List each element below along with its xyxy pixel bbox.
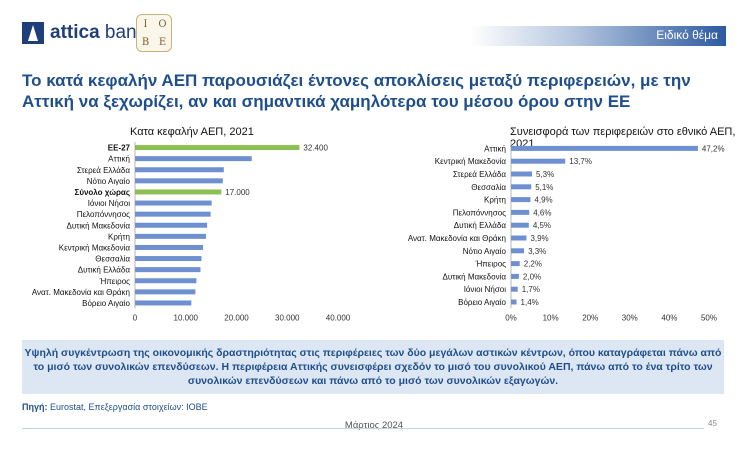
data-label: 17.000: [225, 188, 250, 197]
x-tick-label: 0: [133, 314, 138, 323]
x-tick-label: 30.000: [275, 314, 300, 323]
attica-bank-logo: attica bank: [22, 18, 146, 48]
data-label: 5,3%: [536, 170, 554, 179]
x-tick-label: 50%: [701, 313, 717, 322]
category-label: Δυτική Ελλάδα: [454, 221, 507, 230]
bar: [135, 256, 202, 262]
bar: [511, 197, 531, 203]
x-tick-label: 40.000: [326, 314, 351, 323]
x-tick-label: 20%: [582, 313, 598, 322]
category-label: Ανατ. Μακεδονία και Θράκη: [408, 234, 506, 243]
category-label: Δυτική Μακεδονία: [67, 221, 131, 230]
category-label: Πελοπόννησος: [77, 210, 130, 219]
data-label: 2,2%: [524, 260, 542, 269]
section-label: Ειδικό θέμα: [656, 28, 718, 42]
data-label: 1,4%: [521, 298, 539, 307]
category-label: Σύνολο χώρας: [75, 188, 130, 197]
x-tick-label: 10.000: [174, 314, 199, 323]
gdp-contribution-chart: Αττική 47,2% Κεντρική Μακεδονία 13,7% Στερεά…: [408, 142, 725, 322]
bar: [511, 184, 532, 190]
category-label: Στερεά Ελλάδα: [77, 166, 131, 175]
data-label: 47,2%: [702, 144, 725, 153]
category-label: Θεσσαλία: [471, 183, 506, 192]
data-label: 32.400: [303, 144, 328, 153]
bar: [135, 278, 197, 284]
x-tick-label: 40%: [661, 313, 677, 322]
bar: [135, 267, 201, 273]
category-label: Ήπειρος: [99, 277, 131, 286]
category-label: Δυτική Μακεδονία: [443, 272, 507, 281]
data-label: 4,6%: [533, 208, 551, 217]
bar: [135, 211, 211, 217]
bar: [511, 273, 519, 279]
footer-date: Μάρτιος 2024: [344, 420, 404, 431]
bar: [511, 235, 527, 241]
category-label: Νότιο Αιγαίο: [463, 247, 507, 256]
category-label: Κρήτη: [484, 196, 506, 205]
x-tick-label: 30%: [622, 313, 638, 322]
bar: [135, 200, 212, 206]
category-label: Κρήτη: [108, 232, 130, 241]
bar: [135, 178, 223, 184]
category-label: Ιόνιοι Νήσοι: [464, 285, 507, 294]
data-label: 3,3%: [528, 247, 546, 256]
bar: [511, 209, 530, 215]
bar: [135, 222, 208, 228]
category-label: Δυτική Ελλάδα: [78, 266, 131, 275]
bar: [511, 299, 517, 305]
category-label: Ήπειρος: [475, 260, 507, 269]
bar: [135, 233, 207, 239]
category-label: Κεντρική Μακεδονία: [59, 243, 131, 252]
category-label: Βόρειο Αιγαίο: [82, 299, 130, 308]
bar: [135, 300, 192, 306]
attica-bank-logo-icon: [22, 22, 44, 44]
data-label: 4,5%: [533, 221, 551, 230]
bar: [135, 244, 204, 250]
data-label: 5,1%: [535, 183, 553, 192]
bar: [511, 145, 698, 151]
category-label: Αττική: [108, 155, 130, 164]
x-tick-label: 20.000: [224, 314, 249, 323]
page-title: Το κατά κεφαλήν ΑΕΠ παρουσιάζει έντονες …: [22, 71, 691, 111]
bar: [511, 222, 529, 228]
summary-box: Υψηλή συγκέντρωση της οικονομικής δραστη…: [22, 340, 724, 394]
data-label: 1,7%: [522, 285, 540, 294]
footer-divider: [22, 428, 704, 429]
category-label: Θεσσαλία: [95, 255, 130, 264]
category-label: Βόρειο Αιγαίο: [458, 298, 506, 307]
data-label: 4,9%: [534, 196, 552, 205]
brand-name: attica bank: [50, 22, 147, 43]
bar: [511, 248, 525, 254]
data-label: 2,0%: [523, 272, 541, 281]
category-label: ΕΕ-27: [108, 144, 131, 153]
source-note: Πηγή: Eurostat, Επεξεργασία στοιχείων: Ι…: [22, 402, 208, 412]
data-label: 3,9%: [530, 234, 548, 243]
page-number: 45: [708, 419, 717, 428]
bar: [511, 171, 532, 177]
section-ribbon: Ειδικό θέμα: [470, 26, 726, 46]
category-label: Στερεά Ελλάδα: [453, 170, 507, 179]
category-label: Νότιο Αιγαίο: [87, 177, 131, 186]
chart1-title: Κατα κεφαλήν ΑΕΠ, 2021: [130, 126, 254, 138]
category-label: Ιόνιοι Νήσοι: [88, 199, 131, 208]
data-label: 13,7%: [569, 157, 592, 166]
bar: [135, 145, 300, 151]
bar: [135, 289, 196, 295]
bar: [135, 189, 222, 195]
bar: [135, 156, 252, 162]
category-label: Ανατ. Μακεδονία και Θράκη: [32, 288, 130, 297]
category-label: Κεντρική Μακεδονία: [435, 157, 507, 166]
bar: [135, 167, 224, 173]
category-label: Αττική: [484, 144, 506, 153]
gdp-per-capita-chart: ΕΕ-27 32.400 Αττική Στερεά Ελλάδα Νότιο Αιγα…: [32, 142, 351, 323]
bar: [511, 261, 520, 267]
category-label: Πελοπόννησος: [453, 208, 506, 217]
bar: [511, 158, 566, 164]
x-tick-label: 0%: [505, 313, 517, 322]
bar: [511, 286, 518, 292]
x-tick-label: 10%: [543, 313, 559, 322]
